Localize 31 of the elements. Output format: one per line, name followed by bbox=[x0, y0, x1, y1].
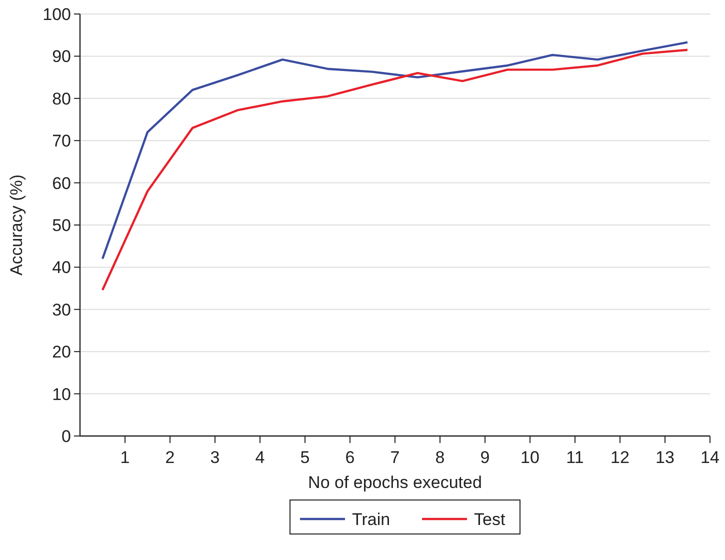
line-series bbox=[101, 48, 689, 292]
x-axis-title: No of epochs executed bbox=[308, 473, 482, 492]
x-tick-label: 7 bbox=[390, 448, 400, 467]
y-tick-label: 30 bbox=[52, 300, 71, 320]
x-tick-label: 13 bbox=[656, 448, 674, 467]
x-tick-label: 11 bbox=[566, 448, 584, 467]
x-tick-label: 9 bbox=[480, 448, 490, 467]
x-tick-label: 4 bbox=[255, 448, 265, 467]
y-tick-label: 40 bbox=[52, 258, 71, 278]
y-tick-label: 90 bbox=[52, 47, 71, 66]
y-tick-label: 70 bbox=[52, 132, 71, 151]
legend-label: Test bbox=[474, 510, 506, 529]
x-tick-label: 8 bbox=[435, 448, 445, 467]
y-tick-label: 20 bbox=[52, 342, 71, 362]
x-tick-label: 2 bbox=[165, 448, 175, 467]
x-tick-label: 14 bbox=[700, 448, 720, 467]
x-tick-label: 5 bbox=[300, 448, 310, 467]
x-tick-label: 3 bbox=[210, 448, 220, 467]
y-tick-label: 10 bbox=[52, 384, 71, 404]
y-tick-label: 0 bbox=[62, 426, 71, 446]
x-tick-label: 12 bbox=[610, 448, 630, 467]
legend-label: Train bbox=[352, 510, 390, 529]
y-tick-label: 50 bbox=[52, 216, 71, 235]
x-tick-label: 1 bbox=[120, 448, 130, 467]
x-tick-label: 10 bbox=[520, 448, 540, 467]
line-series bbox=[101, 41, 689, 260]
x-tick-label: 6 bbox=[345, 448, 355, 467]
y-axis-title: Accuracy (%) bbox=[7, 174, 26, 276]
y-tick-label: 60 bbox=[52, 174, 71, 193]
y-tick-label: 80 bbox=[52, 89, 71, 108]
y-tick-label: 100 bbox=[42, 4, 71, 24]
